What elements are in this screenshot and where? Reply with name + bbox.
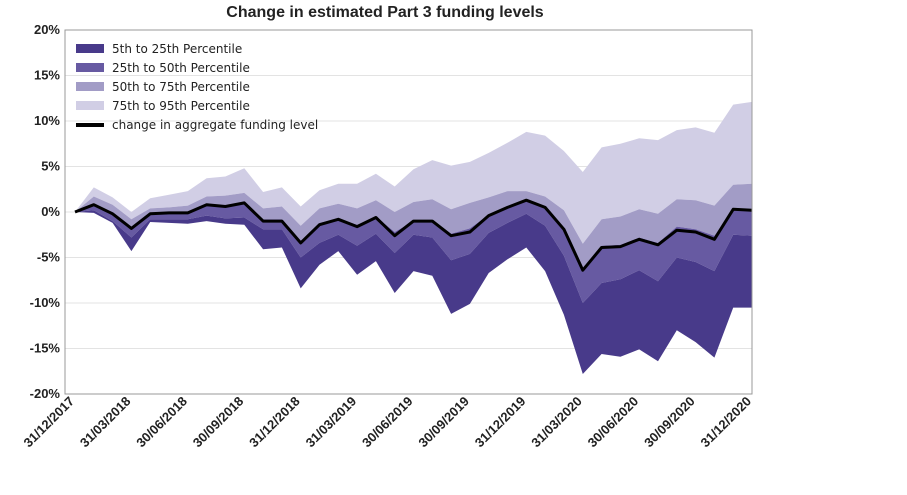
legend-swatch [76, 123, 104, 127]
x-tick-label: 30/09/2018 [190, 394, 247, 451]
x-tick-label: 31/03/2020 [528, 394, 585, 451]
x-tick-label: 31/12/2018 [246, 394, 303, 451]
aggregate-funding-line [74, 198, 753, 272]
band-50-75 [75, 183, 752, 272]
legend-label: 25th to 50th Percentile [112, 61, 250, 75]
y-tick-label: -5% [37, 250, 61, 265]
y-tick-label: 10% [34, 113, 60, 128]
y-tick-label: -20% [30, 386, 61, 401]
x-tick-label: 31/03/2018 [77, 394, 134, 451]
legend-label: change in aggregate funding level [112, 118, 318, 132]
x-tick-label: 30/09/2019 [415, 394, 472, 451]
x-tick-label: 31/12/2020 [697, 394, 754, 451]
x-tick-label: 30/06/2020 [585, 394, 642, 451]
y-tick-label: 20% [34, 22, 60, 37]
x-tick-label: 30/06/2019 [359, 394, 416, 451]
percentile-bands [75, 101, 752, 374]
x-tick-label: 30/06/2018 [133, 393, 190, 450]
y-tick-label: 5% [41, 159, 60, 174]
x-tick-label: 31/03/2019 [303, 394, 360, 451]
plot-frame [64, 29, 753, 395]
legend-label: 50th to 75th Percentile [112, 80, 250, 94]
y-tick-label: -10% [30, 295, 61, 310]
band-5-25 [75, 210, 752, 374]
chart-title: Change in estimated Part 3 funding level… [226, 4, 544, 21]
legend: 5th to 25th Percentile 25th to 50th Perce… [76, 42, 318, 132]
legend-swatch [76, 82, 104, 91]
y-tick-label: 15% [34, 68, 60, 83]
aggregate-line-layer [74, 198, 753, 272]
y-axis-ticks: 20% 15% 10% 5% 0% -5% -10% -15% -20% [30, 22, 61, 401]
legend-swatch [76, 44, 104, 53]
band-75-95 [75, 101, 752, 244]
legend-label: 75th to 95th Percentile [112, 99, 250, 113]
y-tick-label: -15% [30, 341, 61, 356]
legend-swatch [76, 101, 104, 110]
legend-label: 5th to 25th Percentile [112, 42, 242, 56]
legend-swatch [76, 63, 104, 72]
band-25-50 [75, 200, 752, 303]
x-axis-ticks: 31/12/2017 31/03/2018 30/06/2018 30/09/2018… [20, 393, 754, 450]
x-tick-label: 30/09/2020 [641, 394, 698, 451]
y-tick-label: 0% [41, 204, 60, 219]
x-tick-label: 31/12/2017 [20, 394, 77, 451]
x-tick-label: 31/12/2019 [472, 393, 529, 450]
